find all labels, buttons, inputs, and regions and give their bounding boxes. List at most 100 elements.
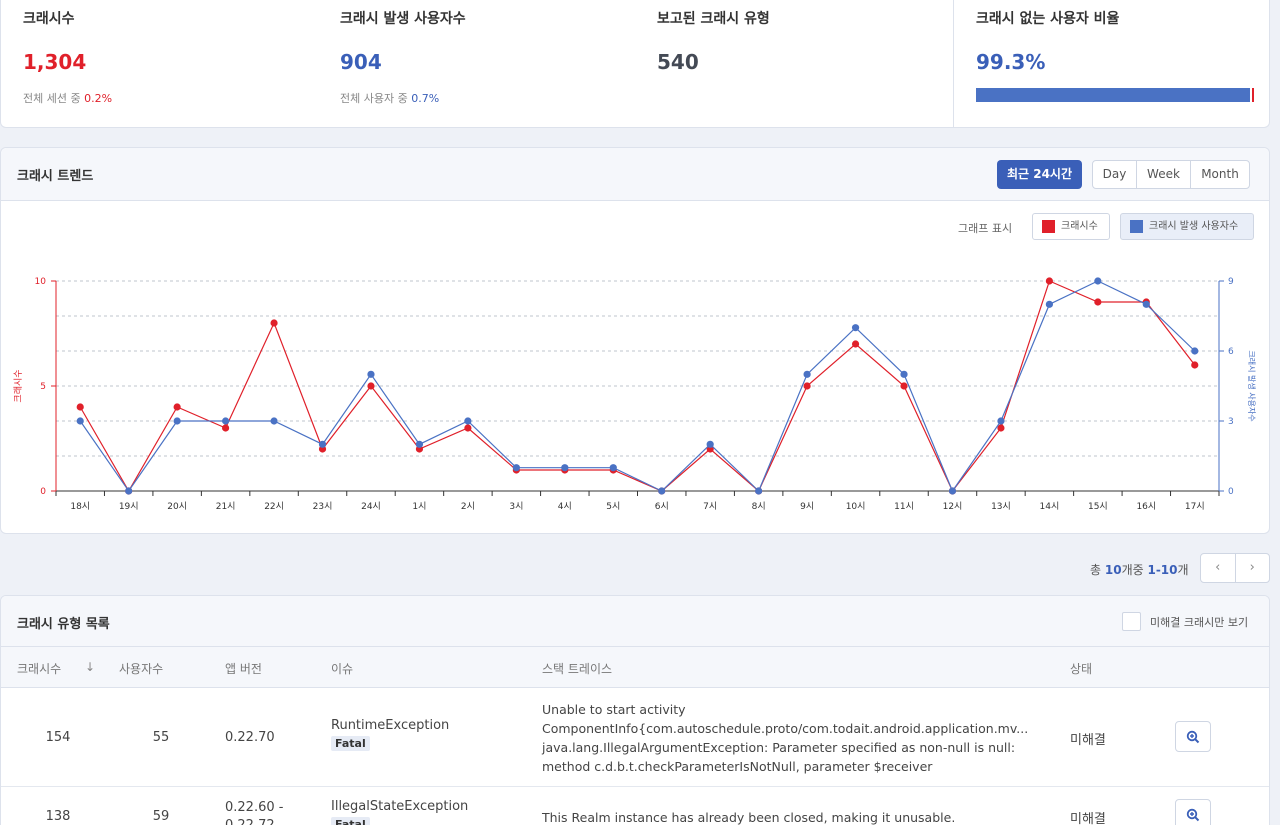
row-issue: RuntimeException Fatal <box>331 718 449 751</box>
unresolved-only-checkbox[interactable] <box>1122 612 1141 631</box>
col-status: 상태 <box>1070 662 1093 676</box>
data-point-crashes <box>900 382 908 390</box>
row-status: 미해결 <box>1070 812 1106 825</box>
range-month-button[interactable]: Month <box>1201 167 1239 181</box>
crash-trend-chart: 18시 19시 20시 21시 22시 23시 24시 1시 2시 3시 4시 5시 6시 7시 8시 9시 1… <box>13 277 1257 512</box>
row-version: 0.22.60 - 0.22.72 <box>225 799 283 825</box>
y-tick-label-right: 9 <box>1228 277 1234 287</box>
data-point-users <box>415 440 424 448</box>
series-line-crashes <box>79 280 1196 493</box>
row-version: 0.22.70 <box>225 730 275 745</box>
stat-sub: 전체 사용자 중 0.7% <box>340 92 440 105</box>
stat-value: 904 <box>340 50 382 74</box>
stack-line: Unable to start activity <box>542 702 686 717</box>
data-point-users <box>1142 300 1150 308</box>
unresolved-only-label[interactable]: 미해결 크래시만 보기 <box>1150 616 1249 629</box>
y-tick-label-left: 0 <box>40 487 46 497</box>
fatal-badge: Fatal <box>331 736 370 751</box>
y-axis-label-left: 크래시수 <box>13 369 24 402</box>
data-point-users <box>561 464 569 472</box>
row-users: 55 <box>152 730 170 745</box>
data-point-users <box>609 464 617 472</box>
x-tick-label: 23시 <box>313 501 333 512</box>
x-tick-label: 10시 <box>846 501 866 512</box>
x-tick-label: 16시 <box>1136 501 1156 512</box>
data-point-users <box>1191 347 1199 355</box>
summary-panel: 크래시수 1,304 전체 세션 중 0.2% 크래시 발생 사용자수 904 … <box>0 0 1270 128</box>
x-tick-label: 9시 <box>800 501 814 512</box>
data-point-users <box>318 440 327 448</box>
col-crashes[interactable]: 크래시수 <box>17 662 62 676</box>
stat-value: 99.3% <box>976 50 1046 74</box>
graph-display-label: 그래프 표시 <box>958 222 1013 235</box>
data-point-crashes <box>76 403 84 411</box>
data-point-users <box>1094 277 1102 285</box>
stat-value: 540 <box>657 50 699 74</box>
list-title: 크래시 유형 목록 <box>17 617 110 632</box>
y-axis-label-right: 크래시 발생 사용자수 <box>1247 350 1257 421</box>
issue-name: IllegalStateException <box>331 799 469 814</box>
table-row[interactable]: 138 59 0.22.60 - 0.22.72 IllegalStateExc… <box>1 787 1269 825</box>
col-users[interactable]: 사용자수 <box>119 662 164 676</box>
range-week-button[interactable]: Week <box>1137 161 1191 188</box>
version-line: 0.22.60 - <box>225 800 284 815</box>
trend-panel: 크래시 트렌드 최근 24시간 Day Week Month 그래프 표시 크래… <box>0 147 1270 534</box>
range-24h-button[interactable]: 최근 24시간 <box>997 160 1082 189</box>
legend-label: 크래시 발생 사용자수 <box>1149 221 1239 232</box>
x-tick-label: 2시 <box>461 501 475 512</box>
data-point-crashes <box>1094 298 1102 306</box>
data-point-users <box>803 370 811 378</box>
prev-page-button[interactable]: ‹ <box>1201 554 1236 582</box>
data-point-users <box>755 487 763 495</box>
table-row[interactable]: 154 55 0.22.70 RuntimeException Fatal Un… <box>1 688 1269 787</box>
data-point-crashes <box>997 424 1005 432</box>
range-day-button[interactable]: Day <box>1093 161 1137 188</box>
fatal-badge: Fatal <box>331 817 370 825</box>
data-point-crashes <box>464 424 472 432</box>
data-point-users <box>367 370 375 378</box>
row-detail-button[interactable] <box>1175 721 1211 752</box>
data-point-users <box>270 417 278 425</box>
ratio-progress-bar <box>976 88 1254 102</box>
stack-line: java.lang.IllegalArgumentException: Para… <box>542 740 1016 755</box>
x-tick-label: 6시 <box>655 501 669 512</box>
trend-header: 크래시 트렌드 최근 24시간 Day Week Month <box>1 148 1269 201</box>
stat-label: 크래시수 <box>23 11 75 27</box>
legend-toggle-crashes[interactable]: 크래시수 <box>1032 213 1110 240</box>
x-tick-label: 18시 <box>70 501 90 512</box>
x-tick-label: 20시 <box>167 501 187 512</box>
row-status: 미해결 <box>1070 733 1106 748</box>
data-point-users <box>706 440 714 448</box>
data-point-crashes <box>1191 361 1199 369</box>
sort-down-icon[interactable]: ↓ <box>85 660 96 674</box>
stat-label: 크래시 발생 사용자수 <box>340 11 466 27</box>
stack-line: This Realm instance has already been clo… <box>542 810 956 825</box>
version-line: 0.22.72 <box>225 817 283 825</box>
x-tick-label: 24시 <box>361 501 381 512</box>
row-stack-trace: This Realm instance has already been clo… <box>542 808 955 825</box>
data-point-users <box>173 417 181 425</box>
range-segmented-control: Day Week Month <box>1092 160 1250 189</box>
stat-sub: 전체 세션 중 0.2% <box>23 92 113 105</box>
data-point-crashes <box>803 382 811 390</box>
data-point-users <box>658 487 666 495</box>
next-page-button[interactable]: › <box>1249 560 1255 575</box>
legend-toggle-users[interactable]: 크래시 발생 사용자수 <box>1120 213 1254 240</box>
trend-title: 크래시 트렌드 <box>17 169 94 184</box>
y-tick-label-right: 3 <box>1228 417 1234 427</box>
data-point-crashes <box>851 340 860 348</box>
data-point-users <box>1045 300 1053 308</box>
legend-swatch <box>1130 220 1143 233</box>
y-tick-label-right: 0 <box>1228 487 1234 497</box>
data-point-crashes <box>173 403 181 411</box>
row-detail-button[interactable] <box>1175 799 1211 825</box>
data-point-users <box>464 417 472 425</box>
data-point-crashes <box>222 424 230 432</box>
ratio-bar-marker <box>1252 88 1254 102</box>
stack-line: method c.d.b.t.checkParameterIsNotNull, … <box>542 759 933 774</box>
pager: ‹ › <box>1200 553 1270 583</box>
x-tick-label: 1시 <box>412 501 426 512</box>
pagination-info: 총 10개중 1-10개 <box>1090 563 1189 577</box>
x-tick-label: 5시 <box>606 501 620 512</box>
y-tick-label-left: 10 <box>35 277 47 287</box>
